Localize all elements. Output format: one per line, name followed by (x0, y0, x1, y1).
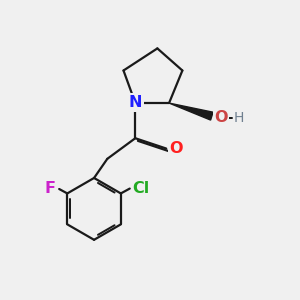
Text: N: N (128, 95, 142, 110)
Text: Cl: Cl (132, 181, 149, 196)
Text: H: H (234, 111, 244, 124)
Polygon shape (169, 103, 213, 120)
Text: O: O (214, 110, 228, 125)
Text: F: F (44, 181, 56, 196)
Text: O: O (170, 141, 183, 156)
